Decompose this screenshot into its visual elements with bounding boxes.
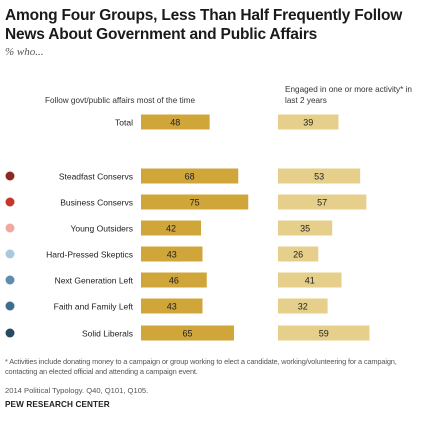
category-dot-solid-liberals <box>5 328 15 338</box>
engaged-value-hard-pressed-skeptics: 26 <box>293 250 303 260</box>
category-label-steadfast-conservs: Steadfast Conservs <box>59 172 133 182</box>
follow-bar-next-generation-left <box>141 272 207 288</box>
series-header-follow: Follow govt/public affairs most of the t… <box>45 96 196 105</box>
engaged-bar-young-outsiders <box>278 220 333 236</box>
category-dot-young-outsiders <box>5 223 15 233</box>
category-label-hard-pressed-skeptics: Hard-Pressed Skeptics <box>46 250 133 260</box>
engaged-bar-next-generation-left <box>278 272 342 288</box>
engaged-value-young-outsiders: 35 <box>300 224 310 234</box>
category-label-solid-liberals: Solid Liberals <box>82 329 133 339</box>
category-dot-business-conservs <box>5 197 15 207</box>
follow-value-steadfast-conservs: 68 <box>185 172 195 182</box>
organization-name: PEW RESEARCH CENTER <box>5 400 110 409</box>
follow-bar-hard-pressed-skeptics <box>141 246 203 262</box>
follow-bar-steadfast-conservs <box>141 168 239 184</box>
follow-bar-solid-liberals <box>141 325 234 341</box>
footnote: * Activities include donating money to a… <box>5 357 397 376</box>
category-dot-next-generation-left <box>5 275 15 285</box>
chart-subtitle: % who... <box>5 46 44 58</box>
follow-bar-young-outsiders <box>141 220 202 236</box>
follow-value-hard-pressed-skeptics: 43 <box>167 250 177 260</box>
follow-value-solid-liberals: 65 <box>182 329 192 339</box>
engaged-bar-steadfast-conservs <box>278 168 361 184</box>
engaged-value-next-generation-left: 41 <box>305 276 315 286</box>
category-dot-faith-and-family-left <box>5 301 15 311</box>
engaged-value-steadfast-conservs: 53 <box>314 172 324 182</box>
follow-value-business-conservs: 75 <box>190 198 200 208</box>
follow-value-faith-and-family-left: 43 <box>167 302 177 312</box>
engaged-bar-faith-and-family-left <box>278 298 328 314</box>
category-label-total: Total <box>115 118 133 128</box>
category-label-business-conservs: Business Conservs <box>60 198 133 208</box>
bar-chart: Total 48 39 Steadfast Conservs 68 53 Business … <box>5 114 370 341</box>
engaged-value-total: 39 <box>303 118 313 128</box>
category-label-faith-and-family-left: Faith and Family Left <box>54 302 134 312</box>
engaged-value-solid-liberals: 59 <box>319 329 329 339</box>
follow-value-total: 48 <box>170 118 180 128</box>
source-note: 2014 Political Typology. Q40, Q101, Q105… <box>5 386 149 395</box>
engaged-value-business-conservs: 57 <box>317 198 327 208</box>
chart-title: Among Four Groups, Less Than Half Freque… <box>5 7 403 43</box>
category-label-young-outsiders: Young Outsiders <box>70 224 133 234</box>
engaged-bar-business-conservs <box>278 194 367 210</box>
engaged-bar-total <box>278 114 339 130</box>
follow-value-young-outsiders: 42 <box>166 224 176 234</box>
follow-bar-total <box>141 114 210 130</box>
series-header-engaged: Engaged in one or more activity* in last… <box>285 85 412 105</box>
follow-value-next-generation-left: 46 <box>169 276 179 286</box>
category-label-next-generation-left: Next Generation Left <box>55 276 134 286</box>
engaged-value-faith-and-family-left: 32 <box>298 302 308 312</box>
engaged-bar-hard-pressed-skeptics <box>278 246 319 262</box>
follow-bar-faith-and-family-left <box>141 298 203 314</box>
follow-bar-business-conservs <box>141 194 249 210</box>
engaged-bar-solid-liberals <box>278 325 370 341</box>
category-dot-hard-pressed-skeptics <box>5 249 15 259</box>
category-dot-steadfast-conservs <box>5 171 15 181</box>
